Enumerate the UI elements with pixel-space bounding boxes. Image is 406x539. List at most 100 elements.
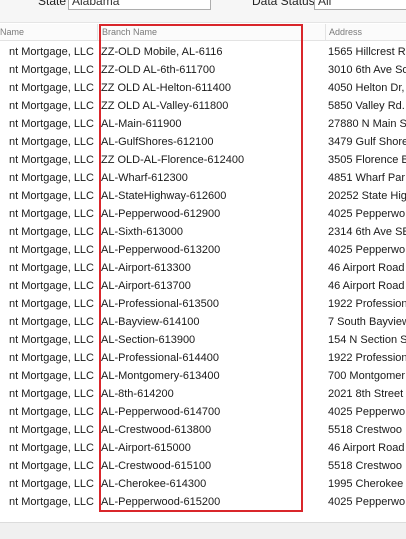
address-cell[interactable]: 1922 Profession (328, 352, 406, 364)
lender-name-cell[interactable]: nt Mortgage, LLC (0, 439, 94, 457)
branch-name-cell[interactable]: AL-Professional-613500 (101, 298, 220, 310)
branch-name-cell[interactable]: AL-Pepperwood-613200 (101, 244, 221, 256)
branch-name-cell[interactable]: AL-Airport-615000 (101, 442, 191, 454)
table-row[interactable]: nt Mortgage, LLC ZZ OLD AL-Valley-611800 5… (0, 97, 406, 115)
lender-name-cell[interactable]: nt Mortgage, LLC (0, 43, 94, 61)
address-cell[interactable]: 1565 Hillcrest R (328, 46, 406, 58)
lender-name-cell[interactable]: nt Mortgage, LLC (0, 295, 94, 313)
address-cell[interactable]: 4025 Pepperwo (328, 244, 406, 256)
lender-name-cell[interactable]: nt Mortgage, LLC (0, 349, 94, 367)
lender-name-cell[interactable]: nt Mortgage, LLC (0, 403, 94, 421)
table-row[interactable]: nt Mortgage, LLC AL-Montgomery-613400 700 … (0, 367, 406, 385)
lender-name-cell[interactable]: nt Mortgage, LLC (0, 223, 94, 241)
branch-name-cell[interactable]: AL-Wharf-612300 (101, 172, 188, 184)
table-row[interactable]: nt Mortgage, LLC AL-GulfShores-612100 3479… (0, 133, 406, 151)
table-row[interactable]: nt Mortgage, LLC AL-Cherokee-614300 1995 C… (0, 475, 406, 493)
branch-name-cell[interactable]: AL-Pepperwood-614700 (101, 406, 221, 418)
lender-name-cell[interactable]: nt Mortgage, LLC (0, 241, 94, 259)
address-cell[interactable]: 1995 Cherokee (328, 478, 404, 490)
lender-name-cell[interactable]: nt Mortgage, LLC (0, 169, 94, 187)
lender-name-cell[interactable]: nt Mortgage, LLC (0, 79, 94, 97)
table-row[interactable]: nt Mortgage, LLC ZZ-OLD Mobile, AL-6116 15… (0, 43, 406, 61)
table-row[interactable]: nt Mortgage, LLC AL-8th-614200 2021 8th St… (0, 385, 406, 403)
branch-name-cell[interactable]: AL-Montgomery-613400 (101, 370, 220, 382)
table-row[interactable]: nt Mortgage, LLC AL-Pepperwood-613200 4025… (0, 241, 406, 259)
table-row[interactable]: nt Mortgage, LLC AL-Sixth-613000 2314 6th … (0, 223, 406, 241)
branch-name-cell[interactable]: AL-Sixth-613000 (101, 226, 183, 238)
table-row[interactable]: nt Mortgage, LLC AL-Airport-615000 46 Airp… (0, 439, 406, 457)
address-cell[interactable]: 5850 Valley Rd. (328, 100, 405, 112)
table-row[interactable]: nt Mortgage, LLC AL-Professional-613500 19… (0, 295, 406, 313)
lender-name-cell[interactable]: nt Mortgage, LLC (0, 331, 94, 349)
address-cell[interactable]: 2314 6th Ave SE (328, 226, 406, 238)
address-cell[interactable]: 3505 Florence B (328, 154, 406, 166)
table-row[interactable]: nt Mortgage, LLC AL-Main-611900 27880 N Ma… (0, 115, 406, 133)
branch-name-cell[interactable]: AL-GulfShores-612100 (101, 136, 214, 148)
lender-name-cell[interactable]: nt Mortgage, LLC (0, 61, 94, 79)
data-status-dropdown[interactable]: All (314, 0, 406, 10)
state-dropdown[interactable]: Alabama (68, 0, 211, 10)
branch-name-cell[interactable]: AL-Airport-613700 (101, 280, 191, 292)
address-cell[interactable]: 1922 Profession (328, 298, 406, 310)
lender-name-cell[interactable]: nt Mortgage, LLC (0, 277, 94, 295)
lender-name-cell[interactable]: nt Mortgage, LLC (0, 421, 94, 439)
address-cell[interactable]: 20252 State Hig (328, 190, 406, 202)
lender-name-cell[interactable]: nt Mortgage, LLC (0, 187, 94, 205)
branch-name-cell[interactable]: AL-8th-614200 (101, 388, 174, 400)
address-cell[interactable]: 4025 Pepperwo (328, 406, 406, 418)
column-divider[interactable] (97, 24, 98, 40)
column-header-branch-name[interactable]: Branch Name (102, 27, 158, 37)
address-cell[interactable]: 5518 Crestwoo (328, 424, 402, 436)
column-divider[interactable] (325, 24, 326, 40)
column-header-name[interactable]: Name (0, 27, 25, 37)
lender-name-cell[interactable]: nt Mortgage, LLC (0, 493, 94, 511)
table-row[interactable]: nt Mortgage, LLC AL-Pepperwood-615200 4025… (0, 493, 406, 511)
branch-name-cell[interactable]: AL-Professional-614400 (101, 352, 220, 364)
address-cell[interactable]: 4025 Pepperwo (328, 496, 406, 508)
lender-name-cell[interactable]: nt Mortgage, LLC (0, 205, 94, 223)
table-row[interactable]: nt Mortgage, LLC AL-Airport-613300 46 Airp… (0, 259, 406, 277)
lender-name-cell[interactable]: nt Mortgage, LLC (0, 259, 94, 277)
table-row[interactable]: nt Mortgage, LLC AL-Section-613900 154 N S… (0, 331, 406, 349)
branch-name-cell[interactable]: AL-Section-613900 (101, 334, 196, 346)
address-cell[interactable]: 46 Airport Road (328, 442, 405, 454)
lender-name-cell[interactable]: nt Mortgage, LLC (0, 313, 94, 331)
branch-name-cell[interactable]: ZZ OLD AL-Helton-611400 (101, 82, 232, 94)
table-row[interactable]: nt Mortgage, LLC AL-Bayview-614100 7 South… (0, 313, 406, 331)
address-cell[interactable]: 2021 8th Street (328, 388, 404, 400)
address-cell[interactable]: 3010 6th Ave So (328, 64, 406, 76)
branch-name-cell[interactable]: AL-Main-611900 (101, 118, 182, 130)
table-row[interactable]: nt Mortgage, LLC AL-Pepperwood-612900 4025… (0, 205, 406, 223)
branch-name-cell[interactable]: AL-Airport-613300 (101, 262, 191, 274)
column-header-address[interactable]: Address (329, 27, 363, 37)
address-cell[interactable]: 46 Airport Road (328, 280, 405, 292)
table-row[interactable]: nt Mortgage, LLC AL-Crestwood-613800 5518 … (0, 421, 406, 439)
address-cell[interactable]: 46 Airport Road (328, 262, 405, 274)
lender-name-cell[interactable]: nt Mortgage, LLC (0, 367, 94, 385)
table-row[interactable]: nt Mortgage, LLC AL-Pepperwood-614700 4025… (0, 403, 406, 421)
address-cell[interactable]: 3479 Gulf Shore (328, 136, 406, 148)
branch-name-cell[interactable]: AL-Crestwood-615100 (101, 460, 212, 472)
address-cell[interactable]: 4025 Pepperwo (328, 208, 406, 220)
lender-name-cell[interactable]: nt Mortgage, LLC (0, 97, 94, 115)
table-row[interactable]: nt Mortgage, LLC AL-Wharf-612300 4851 Whar… (0, 169, 406, 187)
lender-name-cell[interactable]: nt Mortgage, LLC (0, 475, 94, 493)
branch-name-cell[interactable]: ZZ-OLD Mobile, AL-6116 (101, 46, 223, 58)
address-cell[interactable]: 4050 Helton Dr, (328, 82, 405, 94)
table-row[interactable]: nt Mortgage, LLC ZZ OLD AL-Helton-611400 4… (0, 79, 406, 97)
address-cell[interactable]: 7 South Bayview (328, 316, 406, 328)
lender-name-cell[interactable]: nt Mortgage, LLC (0, 151, 94, 169)
address-cell[interactable]: 27880 N Main St (328, 118, 406, 130)
branch-name-cell[interactable]: AL-Pepperwood-615200 (101, 496, 221, 508)
address-cell[interactable]: 154 N Section S (328, 334, 406, 346)
table-row[interactable]: nt Mortgage, LLC ZZ OLD-AL-Florence-61240… (0, 151, 406, 169)
branch-name-cell[interactable]: AL-StateHighway-612600 (101, 190, 227, 202)
branch-name-cell[interactable]: AL-Pepperwood-612900 (101, 208, 221, 220)
lender-name-cell[interactable]: nt Mortgage, LLC (0, 457, 94, 475)
branch-name-cell[interactable]: ZZ-OLD AL-6th-611700 (101, 64, 216, 76)
table-row[interactable]: nt Mortgage, LLC AL-Crestwood-615100 5518 … (0, 457, 406, 475)
table-row[interactable]: nt Mortgage, LLC AL-Airport-613700 46 Airp… (0, 277, 406, 295)
branch-name-cell[interactable]: AL-Bayview-614100 (101, 316, 200, 328)
branch-name-cell[interactable]: ZZ OLD AL-Valley-611800 (101, 100, 229, 112)
branch-name-cell[interactable]: AL-Cherokee-614300 (101, 478, 207, 490)
